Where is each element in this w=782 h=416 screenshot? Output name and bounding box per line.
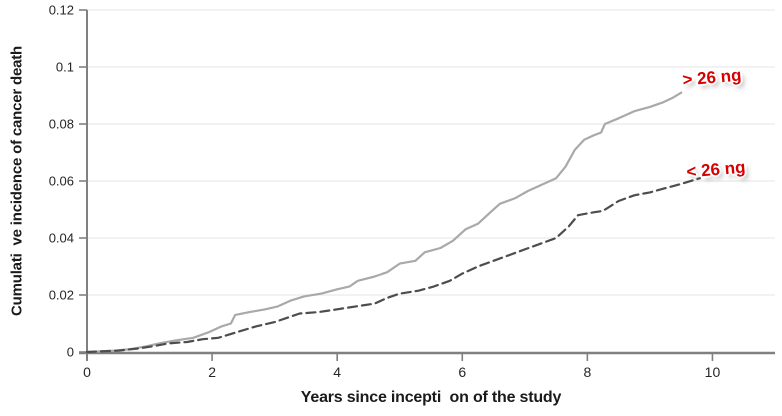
y-tick-label: 0.06 [49, 174, 74, 189]
axes-group [79, 10, 775, 361]
y-tick-label: 0.12 [49, 3, 74, 18]
series-line-lt26 [85, 177, 702, 354]
y-axis-title: Cumulati ve incidence of cancer death [8, 46, 26, 316]
tick-marks-group [79, 9, 714, 361]
gridlines-group [87, 9, 775, 296]
tick-labels-group: 0 0.02 0.04 0.06 0.08 0.1 0.12 0 2 4 6 8 10 [49, 3, 721, 381]
y-tick-label: 0 [67, 345, 74, 360]
x-tick-label: 0 [83, 364, 91, 380]
x-axis-title: Years since incepti on of the study [300, 389, 562, 406]
series-lines-group [85, 91, 702, 354]
x-tick-label: 4 [333, 364, 341, 380]
x-tick-label: 2 [208, 364, 216, 380]
y-tick-label: 0.1 [56, 60, 74, 75]
y-tick-label: 0.02 [49, 288, 74, 303]
x-tick-label: 6 [458, 364, 466, 380]
x-tick-label: 10 [705, 364, 721, 380]
series-line-gt26 [85, 91, 683, 354]
y-tick-label: 0.04 [49, 231, 74, 246]
x-tick-label: 8 [583, 364, 591, 380]
y-tick-label: 0.08 [49, 117, 74, 132]
